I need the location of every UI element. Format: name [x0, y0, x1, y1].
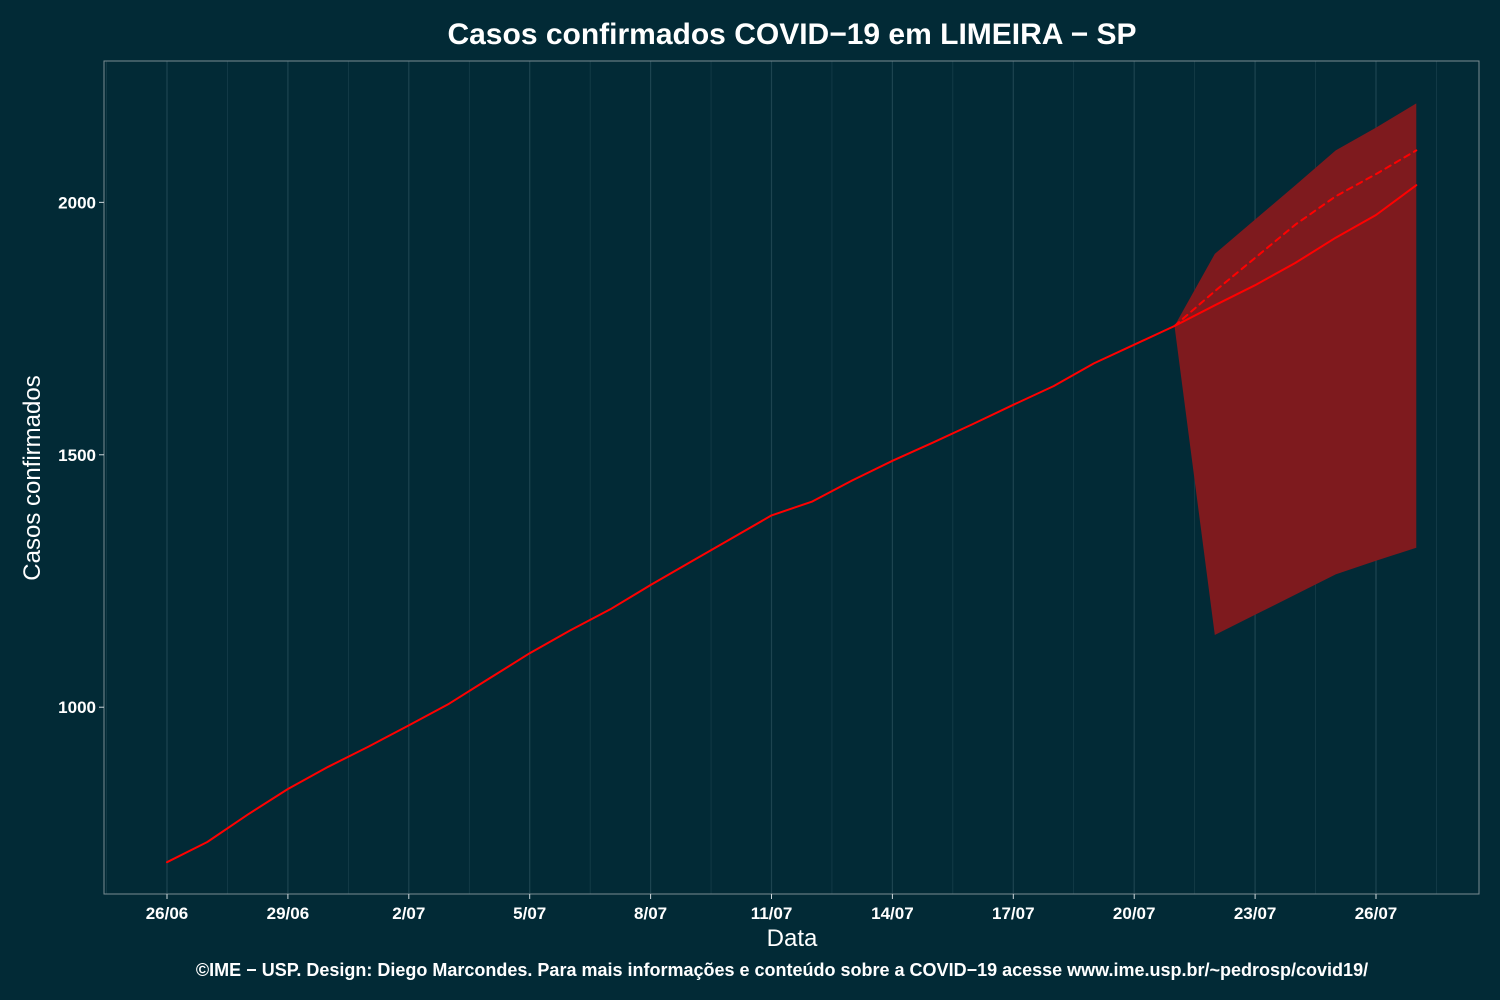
plot-frame	[103, 60, 1480, 895]
x-tick-label: 8/07	[634, 904, 667, 923]
line-layer	[166, 149, 1418, 864]
x-tick-label: 17/07	[992, 904, 1035, 923]
x-tick-label: 29/06	[267, 904, 310, 923]
y-tick-label: 1500	[58, 446, 96, 465]
x-tick-label: 2/07	[392, 904, 425, 923]
band-layer	[1174, 103, 1417, 635]
x-tick-label: 11/07	[751, 904, 793, 923]
x-tick-label: 5/07	[513, 904, 546, 923]
x-axis-title: Data	[767, 925, 818, 952]
series-line-forecast	[1173, 184, 1418, 327]
y-tick-label: 1000	[58, 698, 96, 717]
x-tick-label: 26/07	[1355, 904, 1398, 923]
forecast-band	[1174, 103, 1417, 635]
x-tick-label: 20/07	[1113, 904, 1156, 923]
tick-layer: 26/06 29/06 2/07 5/07 8/07 11/07 14/07 17/07 20/…	[58, 193, 1397, 923]
x-tick-label: 14/07	[871, 904, 914, 923]
series-line-observed	[166, 325, 1176, 864]
footer-credit: ©IME − USP. Design: Diego Marcondes. Par…	[196, 960, 1368, 980]
x-tick-label: 23/07	[1234, 904, 1277, 923]
series-line-forecast-dashed	[1173, 149, 1418, 327]
y-axis-title: Casos confirmados	[19, 375, 46, 580]
x-tick-label: 26/06	[146, 904, 189, 923]
chart-title: Casos confirmados COVID−19 em LIMEIRA − …	[447, 18, 1136, 51]
y-tick-label: 2000	[58, 193, 96, 212]
